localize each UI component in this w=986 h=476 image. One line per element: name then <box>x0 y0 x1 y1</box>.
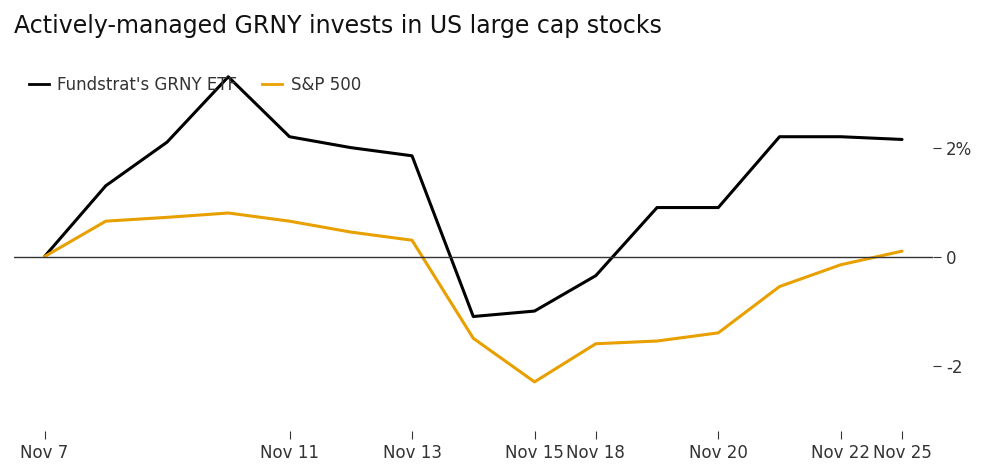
Text: Actively-managed GRNY invests in US large cap stocks: Actively-managed GRNY invests in US larg… <box>14 14 662 38</box>
Legend: Fundstrat's GRNY ETF, S&P 500: Fundstrat's GRNY ETF, S&P 500 <box>23 69 368 100</box>
